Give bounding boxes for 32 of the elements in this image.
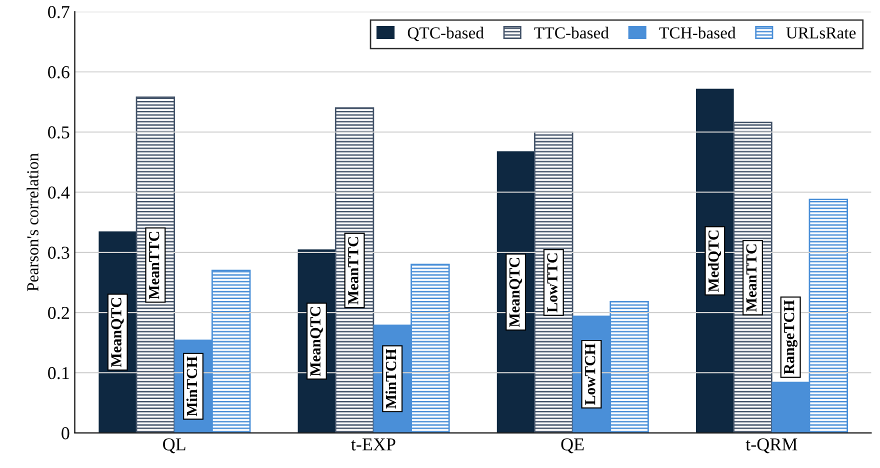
data-label: MeanTTC — [148, 232, 160, 300]
y-tick-label: 0.4 — [48, 186, 70, 199]
x-tick-label: QE — [561, 438, 584, 454]
y-axis-title: Pearson's correlation — [26, 153, 38, 292]
data-label: MeanTTC — [746, 244, 757, 312]
data-label: LowTCH — [585, 344, 596, 405]
x-tick-label: QL — [163, 438, 186, 454]
y-tick-label: 0 — [62, 427, 70, 440]
legend-label: QTC-based — [408, 26, 484, 42]
bar — [534, 131, 574, 433]
legend-label: TCH-based — [659, 26, 736, 39]
y-tick-label: 0.3 — [48, 246, 70, 259]
bar — [696, 88, 734, 433]
data-label: RangeTCH — [784, 300, 798, 374]
y-tick-label: 0.7 — [48, 6, 70, 18]
data-label: LowTTC — [547, 254, 558, 312]
y-tick-label: 0.2 — [48, 306, 69, 320]
data-label: MeanQTC — [111, 298, 124, 368]
data-label: MeanTTC — [348, 237, 358, 305]
data-label: MinTCH — [385, 348, 396, 409]
y-tick-label: 0.1 — [48, 366, 69, 380]
x-tick-label: t-QRM — [746, 438, 798, 454]
data-label: MeanQTC — [310, 307, 323, 376]
x-tick-label: t-EXP — [351, 438, 396, 450]
bar — [136, 96, 176, 433]
data-label: MinTCH — [186, 356, 198, 416]
data-label: MeanQTC — [509, 258, 522, 328]
legend-label: TTC-based — [534, 26, 609, 39]
legend-label: URLsRate — [786, 27, 856, 39]
y-tick-label: 0.5 — [48, 126, 70, 139]
y-tick-label: 0.6 — [48, 66, 70, 78]
data-label: MedQTC — [708, 230, 722, 292]
